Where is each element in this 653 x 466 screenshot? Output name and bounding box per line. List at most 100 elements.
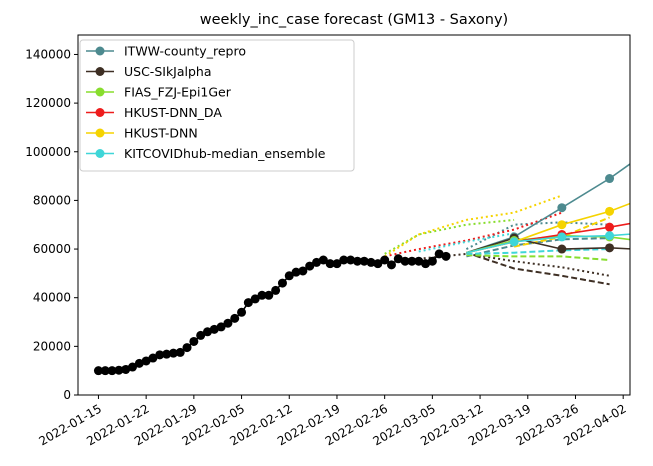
observed-point	[223, 318, 233, 328]
observed-point	[318, 255, 328, 265]
observed-point	[312, 257, 322, 267]
series-point-kitcovidhub-median-ensemble	[605, 231, 615, 241]
observed-point	[148, 353, 158, 363]
series-point-usc-sikjalpha	[605, 243, 615, 253]
legend-label: HKUST-DNN_DA	[124, 105, 222, 120]
y-tick-label: 100000	[25, 145, 71, 159]
y-tick-label: 40000	[33, 291, 71, 305]
observed-point	[134, 358, 144, 368]
series-point-usc-sikjalpha	[557, 244, 567, 254]
observed-point	[298, 266, 308, 276]
observed-point	[380, 255, 390, 265]
legend-swatch-marker	[95, 128, 105, 138]
observed-point	[386, 260, 396, 270]
y-tick-label: 140000	[25, 47, 71, 61]
observed-point	[352, 256, 362, 266]
observed-point	[427, 256, 437, 266]
y-tick-label: 60000	[33, 242, 71, 256]
series-point-hkust-dnn	[557, 220, 567, 230]
observed-point	[189, 336, 199, 346]
observed-point	[243, 298, 253, 308]
legend-swatch-marker	[95, 67, 105, 76]
legend-swatch-marker	[95, 46, 105, 56]
series-layer	[384, 162, 630, 286]
observed-point	[202, 327, 212, 337]
legend-swatch-marker	[95, 108, 105, 117]
observed-point	[325, 259, 335, 269]
legend-label: KITCOVIDhub-median_ensemble	[124, 146, 326, 161]
y-axis: 0 20000 40000 60000 80000 100000 120000 140000	[25, 47, 78, 402]
observed-point	[237, 307, 247, 317]
series-lower-bound-fias-fzj-epi1ger	[384, 218, 515, 255]
observed-point	[271, 285, 281, 295]
observed-point	[250, 294, 260, 304]
y-tick-label: 120000	[25, 96, 71, 110]
observed-point	[277, 278, 287, 288]
observed-point	[359, 256, 369, 266]
series-upper-bound-itww-county-repro	[466, 237, 610, 258]
legend-swatch-marker	[95, 149, 105, 158]
observed-line	[98, 252, 447, 372]
y-tick-label: 20000	[33, 339, 71, 353]
observed-point	[434, 249, 444, 259]
observed-point	[373, 259, 383, 269]
observed-point	[400, 256, 410, 266]
observed-point	[93, 366, 103, 376]
y-tick-label: 80000	[33, 193, 71, 207]
series-point-kitcovidhub-median-ensemble	[509, 237, 519, 247]
observed-point	[230, 313, 240, 323]
legend-label: FIAS_FZJ-Epi1Ger	[124, 85, 232, 100]
series-point-itww-county-repro	[605, 174, 615, 184]
observed-point	[366, 257, 376, 267]
observed-point	[264, 290, 274, 300]
observed-point	[421, 259, 431, 269]
observed-point	[305, 261, 315, 271]
observed-point	[441, 251, 451, 261]
chart-title: weekly_inc_case forecast (GM13 - Saxony)	[200, 12, 508, 28]
legend-swatch-marker	[95, 87, 105, 97]
series-lower-bound-itww-county-repro	[465, 221, 610, 250]
observed-point	[216, 322, 226, 332]
legend-label: ITWW-county_repro	[124, 44, 246, 59]
plot-frame	[77, 34, 631, 396]
series-point-itww-county-repro	[557, 203, 567, 213]
observed-point	[393, 254, 403, 264]
observed-point	[107, 366, 117, 376]
observed-point	[175, 347, 185, 357]
series-upper-bound-kitcovidhub-median-ensemble	[466, 248, 610, 255]
legend-label: USC-SIkJalpha	[124, 64, 212, 79]
observed-point	[196, 330, 206, 340]
observed-point	[414, 256, 424, 266]
observed-point	[257, 290, 267, 300]
series-point-hkust-dnn	[605, 206, 615, 216]
observed-point	[182, 343, 192, 353]
observed-point	[332, 259, 342, 269]
series-upper-bound-usc-sikjalpha	[466, 251, 610, 286]
series-upper-bound-fias-fzj-epi1ger	[466, 254, 610, 261]
observed-point	[114, 365, 124, 375]
legend: ITWW-county_repro USC-SIkJalpha FIAS_FZJ-E…	[79, 39, 355, 172]
observed-point	[168, 348, 178, 358]
x-axis: 2022-01-152022-01-222022-01-292022-02-05…	[37, 395, 629, 448]
observed-point	[407, 256, 417, 266]
series-lower-bound-kitcovidhub-median-ensemble	[418, 232, 515, 253]
series-point-kitcovidhub-median-ensemble	[557, 232, 567, 242]
observed-point	[155, 350, 165, 360]
series-lower-bound-usc-sikjalpha	[418, 252, 610, 277]
observed-point	[339, 255, 349, 265]
observed-point	[128, 362, 138, 372]
observed-point	[291, 267, 301, 277]
observed-point	[162, 349, 172, 359]
legend-label: HKUST-DNN	[124, 126, 198, 141]
observed-point	[141, 356, 151, 366]
observed-point	[100, 366, 110, 376]
observed-point	[209, 324, 219, 334]
series-lower-bound-hkust-dnn	[384, 194, 563, 258]
observed-point	[121, 364, 131, 374]
y-tick-label: 0	[63, 388, 71, 402]
observed-point	[346, 255, 356, 265]
observed-point	[284, 271, 294, 281]
legend-box	[79, 39, 355, 172]
series-point-hkust-dnn-da	[605, 222, 615, 232]
